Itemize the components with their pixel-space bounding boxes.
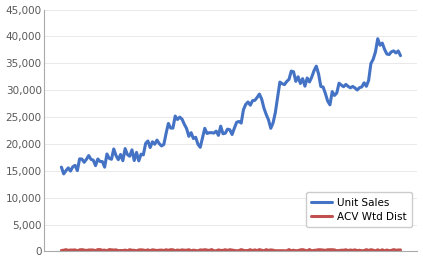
ACV Wtd Dist xyxy=(250,249,255,252)
Unit Sales xyxy=(239,122,244,125)
Unit Sales xyxy=(341,85,346,88)
ACV Wtd Dist xyxy=(305,249,310,252)
Unit Sales xyxy=(398,54,403,57)
Unit Sales xyxy=(296,75,301,78)
ACV Wtd Dist xyxy=(170,248,176,251)
Unit Sales xyxy=(252,99,257,102)
ACV Wtd Dist xyxy=(193,249,198,252)
Unit Sales xyxy=(173,114,178,118)
ACV Wtd Dist xyxy=(398,248,403,251)
Legend: Unit Sales, ACV Wtd Dist: Unit Sales, ACV Wtd Dist xyxy=(306,192,412,227)
ACV Wtd Dist xyxy=(307,248,312,251)
Unit Sales xyxy=(61,172,66,175)
Unit Sales xyxy=(195,143,201,146)
ACV Wtd Dist xyxy=(236,249,242,252)
Unit Sales xyxy=(59,166,64,169)
Line: ACV Wtd Dist: ACV Wtd Dist xyxy=(61,250,401,251)
Unit Sales xyxy=(375,37,380,40)
ACV Wtd Dist xyxy=(343,248,349,251)
ACV Wtd Dist xyxy=(59,249,64,252)
Line: Unit Sales: Unit Sales xyxy=(61,39,401,174)
ACV Wtd Dist xyxy=(293,249,298,252)
